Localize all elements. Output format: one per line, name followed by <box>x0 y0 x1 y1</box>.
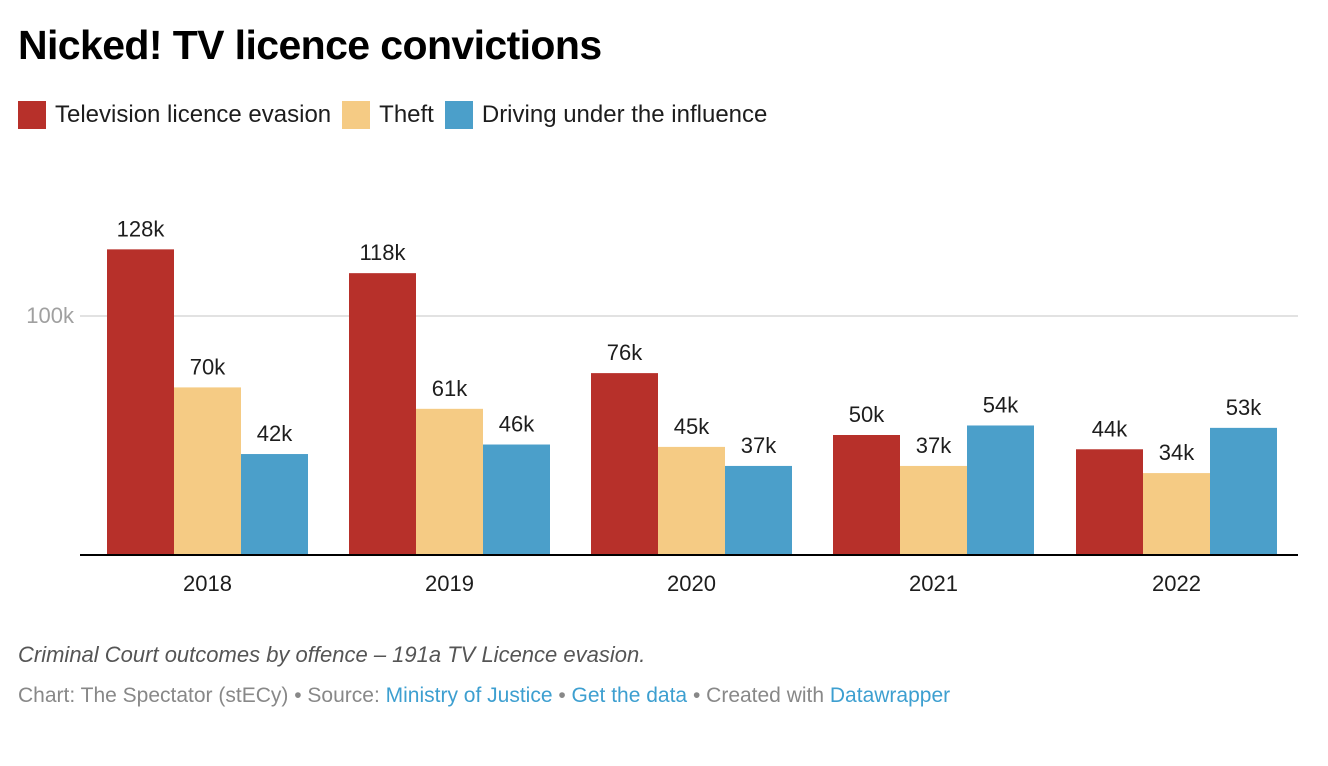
bar-value-label: 53k <box>1226 395 1262 420</box>
bar <box>107 249 174 555</box>
x-tick-label: 2019 <box>425 571 474 596</box>
legend-item-dui: Driving under the influence <box>444 101 768 129</box>
legend: Television licence evasion Theft Driving… <box>18 101 778 129</box>
bar <box>1076 449 1143 554</box>
bar <box>416 408 483 554</box>
footer-separator: • <box>288 684 308 707</box>
footer-separator: • <box>552 684 572 707</box>
bar-value-label: 42k <box>257 421 293 446</box>
bar-value-label: 128k <box>117 216 166 241</box>
bar-value-label: 54k <box>983 392 1019 417</box>
footer-separator: • <box>687 684 707 707</box>
bar <box>658 446 725 554</box>
x-tick-label: 2020 <box>667 571 716 596</box>
x-tick-label: 2018 <box>183 571 232 596</box>
bar-value-label: 46k <box>499 412 535 437</box>
bar-value-label: 50k <box>849 402 885 427</box>
bar-value-label: 61k <box>432 376 468 401</box>
bar-value-label: 70k <box>190 354 226 379</box>
bar <box>833 435 900 554</box>
bar <box>174 387 241 554</box>
bar <box>1210 427 1277 554</box>
chart-footer: Chart: The Spectator (stECy) • Source: M… <box>18 684 950 708</box>
bar-value-label: 37k <box>916 433 952 458</box>
x-tick-label: 2021 <box>909 571 958 596</box>
x-tick-label: 2022 <box>1152 571 1201 596</box>
legend-swatch-dui <box>444 101 473 129</box>
legend-label: Driving under the influence <box>481 101 768 128</box>
legend-item-tv-licence: Television licence evasion <box>18 101 331 129</box>
legend-swatch-theft <box>342 101 371 129</box>
chart-notes: Criminal Court outcomes by offence – 191… <box>18 642 646 667</box>
bar <box>900 465 967 554</box>
bar <box>349 273 416 554</box>
chart-credit: Chart: The Spectator (stECy) <box>18 684 289 707</box>
chart-title: Nicked! TV licence convictions <box>18 22 602 68</box>
bar-value-label: 37k <box>741 433 777 458</box>
bar <box>725 465 792 554</box>
bar <box>241 454 308 554</box>
bar <box>967 425 1034 554</box>
source-label: Source: <box>307 684 386 707</box>
bar-value-label: 76k <box>607 340 643 365</box>
datawrapper-link[interactable]: Datawrapper <box>829 684 951 707</box>
bar-value-label: 45k <box>674 414 710 439</box>
bar-value-label: 44k <box>1092 416 1128 441</box>
y-tick-label: 100k <box>26 303 75 328</box>
bar <box>483 444 550 554</box>
created-with-label: Created with <box>706 684 830 707</box>
legend-item-theft: Theft <box>342 101 434 129</box>
legend-swatch-tv-licence <box>18 101 46 129</box>
bar-value-label: 118k <box>359 240 406 265</box>
bar-value-label: 34k <box>1159 440 1195 465</box>
bar <box>1143 473 1210 554</box>
legend-label: Television licence evasion <box>55 101 332 128</box>
legend-label: Theft <box>379 101 434 128</box>
bar <box>591 373 658 554</box>
get-data-link[interactable]: Get the data <box>571 684 688 707</box>
source-link[interactable]: Ministry of Justice <box>385 684 553 707</box>
bar-chart: 100k 128k 118k 76k 50k 44k 70k 61k 45k 37k 34k 42k 4… <box>26 216 1298 596</box>
